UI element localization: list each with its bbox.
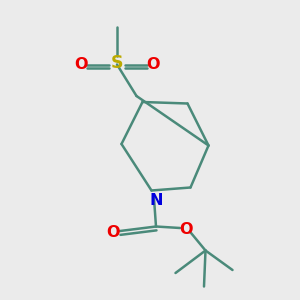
Text: S: S <box>111 54 123 72</box>
Text: O: O <box>106 225 120 240</box>
Text: O: O <box>179 222 193 237</box>
Text: O: O <box>74 57 88 72</box>
Text: O: O <box>146 57 160 72</box>
Text: N: N <box>149 193 163 208</box>
